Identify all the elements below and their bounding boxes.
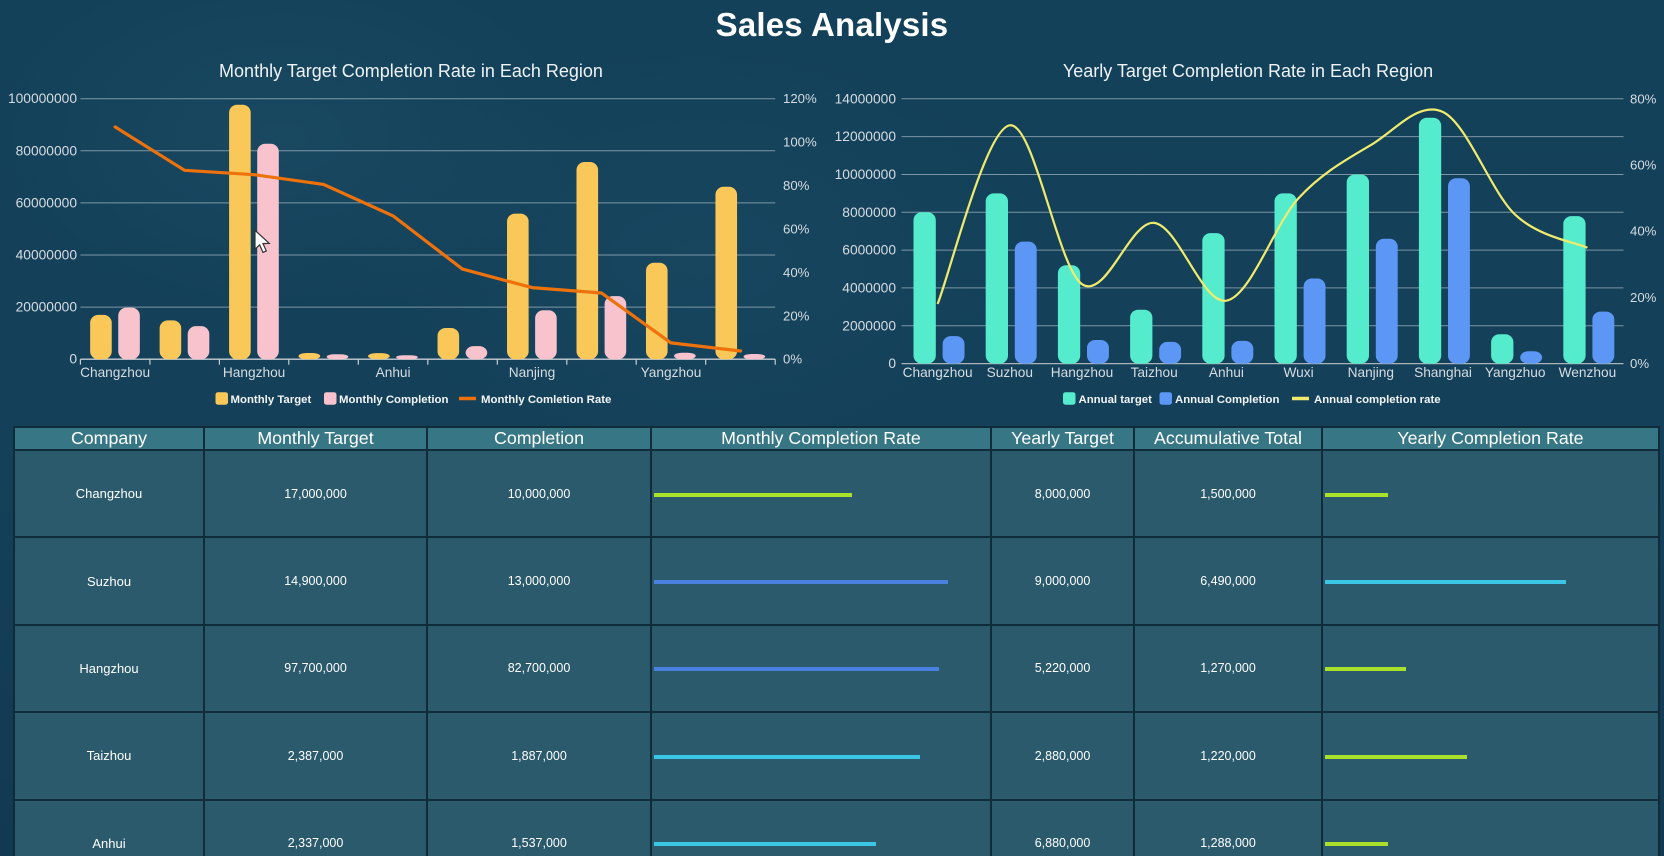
svg-text:Changzhou: Changzhou	[903, 365, 973, 380]
svg-text:Hangzhou: Hangzhou	[223, 365, 285, 380]
svg-text:40%: 40%	[1630, 224, 1657, 239]
svg-text:Suzhou: Suzhou	[987, 365, 1033, 380]
svg-text:80%: 80%	[1630, 91, 1657, 106]
svg-text:Nanjing: Nanjing	[509, 365, 555, 380]
svg-text:100%: 100%	[783, 135, 817, 150]
svg-text:0: 0	[888, 356, 896, 371]
svg-text:Hangzhou: Hangzhou	[1051, 365, 1113, 380]
svg-text:100000000: 100000000	[8, 91, 77, 106]
svg-text:0%: 0%	[783, 352, 802, 367]
svg-text:60%: 60%	[1630, 158, 1657, 173]
svg-text:Changzhou: Changzhou	[80, 365, 150, 380]
svg-text:Yangzhou: Yangzhou	[641, 365, 702, 380]
svg-text:40%: 40%	[783, 265, 810, 280]
svg-text:Annual Completion: Annual Completion	[1175, 394, 1279, 406]
svg-text:Taizhou: Taizhou	[1131, 365, 1178, 380]
svg-text:20%: 20%	[783, 308, 810, 323]
svg-text:80%: 80%	[783, 178, 810, 193]
svg-text:60000000: 60000000	[16, 195, 78, 210]
svg-text:20000000: 20000000	[16, 300, 78, 315]
svg-text:Anhui: Anhui	[376, 365, 411, 380]
svg-text:Shanghai: Shanghai	[1414, 365, 1472, 380]
svg-text:2000000: 2000000	[842, 318, 896, 333]
svg-text:14000000: 14000000	[835, 91, 897, 106]
svg-text:20%: 20%	[1630, 290, 1657, 305]
svg-text:0: 0	[69, 352, 77, 367]
svg-text:10000000: 10000000	[835, 167, 897, 182]
svg-text:Anhui: Anhui	[1209, 365, 1244, 380]
svg-text:Annual completion rate: Annual completion rate	[1314, 394, 1441, 406]
svg-text:Monthly Completion: Monthly Completion	[339, 394, 449, 406]
svg-text:40000000: 40000000	[16, 248, 78, 263]
svg-text:Monthly Target: Monthly Target	[231, 394, 312, 406]
svg-text:Wuxi: Wuxi	[1284, 365, 1314, 380]
svg-text:Yearly Target Completion Rate: Yearly Target Completion Rate in Each Re…	[1063, 61, 1433, 81]
svg-text:Nanjing: Nanjing	[1348, 365, 1394, 380]
svg-text:Monthly Target Completion Rate: Monthly Target Completion Rate in Each R…	[219, 61, 603, 81]
svg-text:4000000: 4000000	[842, 280, 896, 295]
svg-text:Annual target: Annual target	[1079, 394, 1153, 406]
svg-text:60%: 60%	[783, 221, 810, 236]
svg-text:12000000: 12000000	[835, 129, 897, 144]
svg-text:Yangzhuo: Yangzhuo	[1485, 365, 1546, 380]
svg-text:0%: 0%	[1630, 356, 1649, 371]
svg-text:120%: 120%	[783, 91, 817, 106]
svg-text:Monthly Comletion Rate: Monthly Comletion Rate	[481, 394, 611, 406]
svg-text:8000000: 8000000	[842, 205, 896, 220]
svg-text:6000000: 6000000	[842, 243, 896, 258]
svg-text:Wenzhou: Wenzhou	[1559, 365, 1617, 380]
svg-text:80000000: 80000000	[16, 143, 78, 158]
